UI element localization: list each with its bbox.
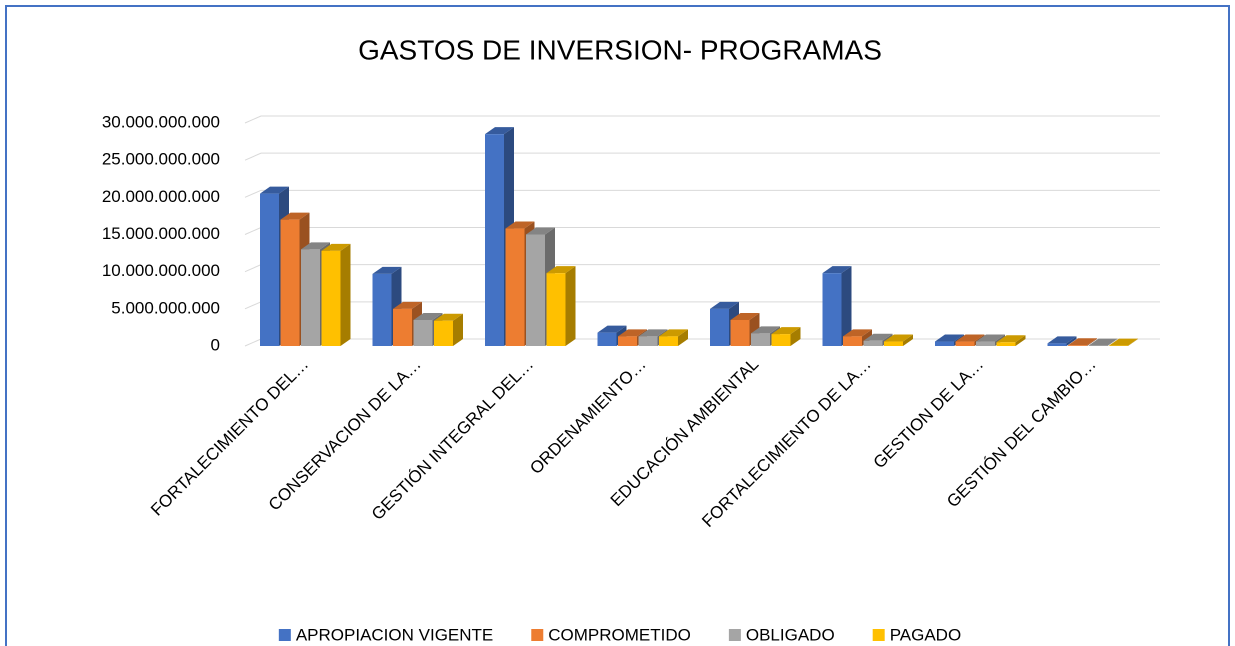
bar — [638, 336, 658, 346]
chart-title: GASTOS DE INVERSION- PROGRAMAS — [358, 34, 882, 65]
bar — [546, 273, 566, 346]
bar — [1068, 345, 1087, 346]
bar-top — [730, 312, 760, 320]
legend-swatch — [278, 629, 291, 641]
bar — [393, 308, 412, 346]
bar-top — [884, 334, 913, 342]
bar — [751, 333, 770, 346]
bar — [597, 332, 617, 346]
bar — [976, 341, 995, 346]
bar-top — [434, 313, 463, 321]
bar-top — [505, 221, 535, 229]
bar-top — [1088, 338, 1118, 346]
bar-top — [710, 301, 739, 309]
bar — [771, 334, 791, 346]
bar — [996, 342, 1016, 346]
bar-top — [659, 329, 688, 337]
legend-label: APROPIACION VIGENTE — [296, 625, 493, 644]
y-tick-label: 15.000.000.000 — [102, 224, 220, 243]
bar-side — [678, 329, 688, 346]
bar-top — [321, 243, 351, 251]
bar-top — [526, 227, 555, 235]
legend-label: OBLIGADO — [746, 625, 835, 644]
bar — [413, 319, 433, 346]
bar-top — [1047, 336, 1077, 344]
y-tick-label: 30.000.000.000 — [102, 112, 220, 131]
grid-line — [244, 152, 1160, 161]
bar — [659, 336, 678, 346]
bar — [301, 249, 320, 346]
bar-side — [903, 334, 913, 346]
y-tick-label: 25.000.000.000 — [102, 150, 220, 169]
bar-top — [996, 335, 1026, 343]
bar — [321, 250, 341, 346]
bar — [280, 219, 300, 346]
bar-top — [955, 334, 985, 342]
bar-top — [597, 325, 627, 333]
bar-top — [1068, 338, 1097, 346]
bar-side — [1087, 338, 1097, 346]
bar — [935, 341, 954, 346]
bar-top — [280, 212, 310, 220]
legend-label: PAGADO — [890, 625, 961, 644]
bar-top — [372, 266, 402, 274]
bar-side — [565, 266, 576, 346]
y-tick-label: 5.000.000.000 — [111, 298, 220, 317]
bar — [863, 340, 883, 346]
legend-swatch — [872, 629, 885, 641]
bar — [822, 273, 842, 346]
bar-top — [863, 333, 893, 341]
y-tick-label: 10.000.000.000 — [102, 261, 220, 280]
y-tick-label: 0 — [211, 335, 220, 354]
bar-top — [301, 242, 330, 250]
bar — [955, 341, 975, 346]
bar-side — [790, 327, 801, 346]
legend: APROPIACION VIGENTE COMPROMETIDO OBLIGADO P… — [278, 625, 961, 644]
bar-side — [1107, 338, 1118, 346]
bar-side — [841, 266, 852, 346]
bar-top — [393, 301, 422, 309]
bar — [843, 336, 862, 346]
y-tick-label: 20.000.000.000 — [102, 187, 220, 206]
bar-side — [340, 243, 351, 346]
bar-side — [453, 313, 463, 346]
bar-top — [976, 334, 1005, 342]
legend-swatch — [531, 629, 544, 641]
bar-top — [935, 334, 964, 342]
grid-line — [244, 115, 1160, 124]
bar — [505, 228, 525, 346]
bar — [730, 319, 750, 346]
bar-top — [822, 266, 852, 274]
bar — [1047, 343, 1067, 346]
bar-side — [1128, 338, 1138, 346]
bar — [618, 336, 637, 346]
bar — [434, 320, 453, 346]
bar-top — [638, 329, 668, 337]
grid-line — [244, 189, 1160, 198]
bar-side — [1015, 335, 1026, 346]
bar-top — [618, 329, 647, 337]
bar-top — [843, 329, 872, 337]
bar-top — [1109, 338, 1138, 346]
bar-top — [413, 312, 443, 320]
bar-top — [485, 127, 514, 135]
bar — [372, 273, 392, 346]
bar — [526, 234, 545, 346]
bar — [485, 134, 504, 346]
bar-side — [1066, 336, 1077, 346]
bar-top — [771, 327, 801, 335]
bar-top — [546, 266, 576, 274]
bar-top — [751, 326, 780, 334]
bar — [884, 341, 903, 346]
legend-label: COMPROMETIDO — [548, 625, 691, 644]
bar — [710, 308, 729, 346]
bar — [260, 193, 279, 346]
bar-top — [260, 186, 289, 194]
legend-swatch — [728, 629, 741, 641]
